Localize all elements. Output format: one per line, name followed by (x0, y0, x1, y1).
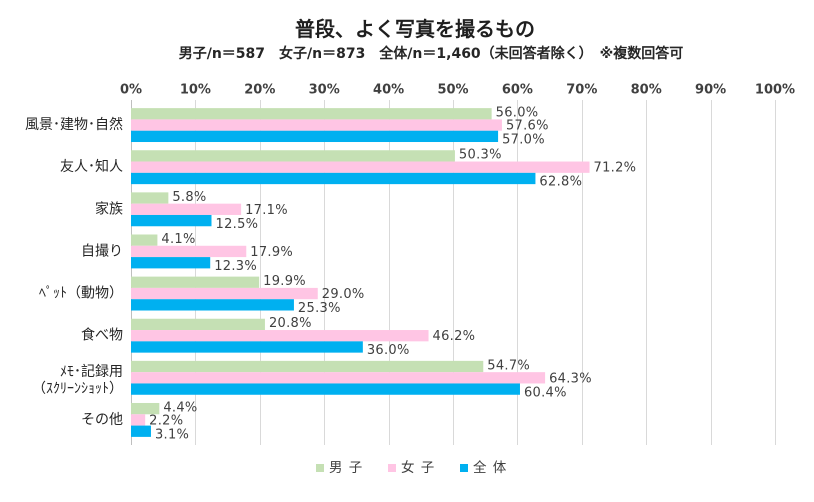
data-labels: 56.0% 50.3% 5.8% 4.1% 19.9% 20.8% 54.7% 4.4% 57.… (149, 106, 636, 443)
data-label-total-category-8: 3.1% (155, 427, 189, 442)
category-label-1: 風景･建物･自然 (25, 116, 123, 133)
x-axis-tick-labels: 0% 10% 20% 30% 40% 50% 60% 70% 80% 90% 100% (120, 83, 795, 98)
data-label-male-category-7: 54.7% (487, 358, 530, 373)
bar-female-category-7 (131, 372, 546, 384)
legend-swatch-male (316, 464, 324, 472)
bar-female-category-3 (131, 203, 242, 215)
x-tick-label-30: 30% (309, 83, 340, 98)
data-label-total-category-5: 25.3% (298, 301, 341, 316)
data-label-total-category-1: 57.0% (502, 133, 545, 148)
bar-total-category-2 (131, 172, 536, 185)
x-tick-label-40: 40% (373, 83, 404, 98)
data-label-total-category-7: 60.4% (524, 385, 567, 400)
data-label-male-category-3: 5.8% (172, 190, 206, 205)
bar-female-category-2 (131, 161, 590, 173)
bar-total-category-3 (131, 214, 212, 227)
legend-label-male: 男 子 (329, 460, 363, 476)
data-label-total-category-4: 12.3% (214, 259, 257, 274)
legend-swatch-female (388, 464, 396, 472)
bar-male-category-7 (131, 360, 484, 373)
x-tick-label-90: 90% (695, 83, 726, 98)
x-tick-label-60: 60% (502, 83, 533, 98)
data-label-female-category-7: 64.3% (549, 371, 592, 386)
data-label-male-category-4: 4.1% (161, 232, 195, 247)
bar-female-category-6 (131, 330, 429, 342)
category-label-3: 家族 (95, 200, 123, 217)
x-tick-label-70: 70% (566, 83, 597, 98)
chart-title: 普段、よく写真を撮るもの (295, 17, 535, 41)
chart-subtitle: 男子/n＝587 女子/n＝873 全体/n＝1,460（未回答者除く） ※複数… (179, 45, 684, 62)
data-label-female-category-1: 57.6% (506, 119, 549, 134)
bar-female-category-8 (131, 414, 146, 426)
x-tick-label-100: 100% (755, 83, 795, 98)
legend-label-female: 女 子 (401, 459, 435, 476)
data-label-female-category-6: 46.2% (433, 329, 476, 344)
data-label-male-category-1: 56.0% (496, 106, 539, 121)
bar-total-category-6 (131, 341, 363, 353)
legend-label-total: 全 体 (473, 459, 507, 476)
bar-male-category-2 (131, 150, 455, 162)
legend-item-female: 女 子 (388, 459, 435, 476)
data-label-female-category-2: 71.2% (594, 161, 637, 176)
x-tick-label-10: 10% (180, 83, 211, 98)
data-label-female-category-3: 17.1% (245, 203, 288, 218)
legend-item-male: 男 子 (316, 460, 363, 476)
data-label-female-category-5: 29.0% (322, 287, 365, 302)
bar-female-category-1 (131, 119, 502, 131)
bar-female-category-5 (131, 287, 318, 300)
legend-item-total: 全 体 (460, 459, 507, 476)
data-label-male-category-5: 19.9% (263, 274, 306, 289)
category-label-7-line-1: ﾒﾓ･記録用 (60, 363, 123, 380)
category-label-5: ﾍﾟｯﾄ（動物） (39, 286, 123, 302)
x-tick-label-50: 50% (437, 83, 468, 98)
data-label-female-category-4: 17.9% (250, 245, 293, 260)
category-label-6: 食べ物 (81, 327, 123, 344)
bar-male-category-4 (131, 234, 158, 246)
bar-male-category-8 (131, 402, 160, 415)
category-label-8: その他 (81, 412, 123, 428)
x-tick-label-0: 0% (120, 83, 142, 98)
data-label-male-category-2: 50.3% (459, 148, 502, 163)
legend: 男 子女 子全 体 (316, 459, 507, 476)
bar-total-category-4 (131, 257, 211, 269)
data-label-total-category-6: 36.0% (367, 343, 410, 358)
x-tick-label-80: 80% (631, 83, 662, 98)
x-tick-label-20: 20% (244, 83, 275, 98)
bar-male-category-6 (131, 318, 265, 331)
bar-total-category-1 (131, 130, 499, 143)
bar-total-category-7 (131, 383, 520, 395)
category-label-4: 自撮り (81, 242, 123, 259)
bar-total-category-8 (131, 425, 151, 437)
category-label-2: 友人･知人 (60, 158, 123, 175)
category-label-7: ﾒﾓ･記録用（ｽｸﾘｰﾝｼｮｯﾄ） (32, 363, 123, 397)
category-label-7-line-2: （ｽｸﾘｰﾝｼｮｯﾄ） (32, 381, 123, 397)
bar-male-category-5 (131, 276, 260, 288)
data-label-total-category-2: 62.8% (539, 175, 582, 190)
data-label-male-category-6: 20.8% (269, 316, 312, 331)
data-label-male-category-8: 4.4% (163, 400, 197, 415)
data-label-total-category-3: 12.5% (216, 217, 259, 232)
bars (131, 108, 590, 437)
bar-male-category-1 (131, 108, 492, 120)
legend-swatch-total (460, 464, 468, 472)
bar-total-category-5 (131, 299, 294, 311)
bar-female-category-4 (131, 245, 247, 258)
bar-male-category-3 (131, 192, 169, 204)
data-label-female-category-8: 2.2% (149, 413, 183, 428)
